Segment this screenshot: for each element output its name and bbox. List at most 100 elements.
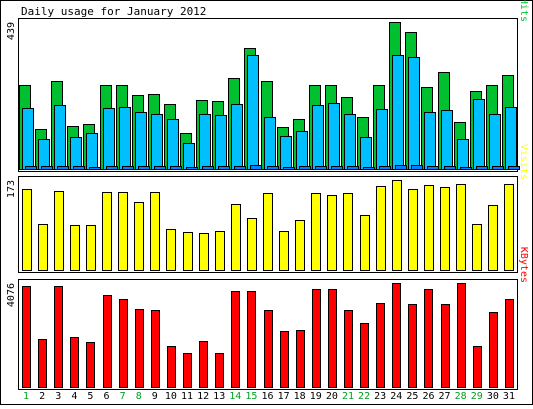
side-label-part: KBytes [518, 247, 529, 283]
bar-visits-visits-day-16 [263, 193, 273, 271]
bar-kbytes-kbytes-day-11 [183, 353, 192, 388]
bar-hits-pages-day-21 [347, 166, 359, 170]
bar-hits-pages-day-29 [476, 166, 488, 170]
bar-visits-visits-day-3 [54, 191, 64, 271]
bar-kbytes-kbytes-day-5 [86, 342, 95, 388]
bar-kbytes-kbytes-day-20 [328, 289, 337, 388]
panel-visits: 173 Visits [6, 144, 529, 273]
bar-hits-pages-day-20 [331, 166, 343, 170]
bar-kbytes-kbytes-day-10 [167, 346, 176, 388]
bar-kbytes-kbytes-day-31 [505, 299, 514, 388]
bar-kbytes-kbytes-day-1 [22, 286, 31, 388]
panel-visits-ymax-label: 173 [6, 180, 17, 198]
bar-visits-visits-day-17 [279, 231, 289, 271]
bar-kbytes-kbytes-day-2 [38, 339, 47, 388]
x-label-day-19: 19 [310, 391, 322, 402]
bar-visits-visits-day-15 [247, 218, 257, 271]
bar-kbytes-kbytes-day-18 [296, 330, 305, 388]
x-label-day-8: 8 [136, 391, 142, 402]
bar-hits-files-day-26 [424, 112, 436, 170]
bar-hits-pages-day-2 [41, 166, 53, 170]
bar-hits-pages-day-31 [508, 166, 520, 170]
bar-hits-files-day-4 [70, 137, 82, 170]
bar-visits-visits-day-11 [183, 232, 193, 271]
bar-hits-files-day-13 [215, 115, 227, 170]
bar-hits-files-day-11 [183, 143, 195, 170]
bar-visits-visits-day-21 [343, 193, 353, 271]
bar-hits-files-day-5 [86, 133, 98, 170]
x-label-day-21: 21 [342, 391, 354, 402]
bar-hits-files-day-16 [264, 117, 276, 170]
bar-hits-files-day-2 [38, 139, 50, 170]
bar-visits-visits-day-20 [327, 195, 337, 271]
bar-visits-visits-day-6 [102, 192, 112, 271]
bar-visits-visits-day-28 [456, 184, 466, 271]
x-label-day-1: 1 [23, 391, 29, 402]
bar-hits-pages-day-5 [89, 167, 101, 170]
bar-kbytes-kbytes-day-27 [441, 304, 450, 388]
bar-kbytes-kbytes-day-13 [215, 353, 224, 388]
bar-hits-files-day-6 [103, 108, 115, 170]
bar-hits-files-day-23 [376, 109, 388, 170]
x-label-day-30: 30 [487, 391, 499, 402]
panel-hits-ymax-label: 439 [6, 22, 17, 40]
side-label-part: Visits [518, 144, 529, 180]
x-label-day-7: 7 [120, 391, 126, 402]
chart-title: Daily usage for January 2012 [21, 5, 206, 18]
chart-panels: 439 Pages/Files/Hits 173 Visits 4076 KBytes [6, 0, 529, 390]
bar-visits-visits-day-23 [376, 186, 386, 271]
bar-hits-pages-day-10 [170, 166, 182, 170]
bar-hits-files-day-27 [441, 110, 453, 170]
bar-kbytes-kbytes-day-22 [360, 323, 369, 388]
bar-hits-files-day-24 [392, 55, 404, 170]
bar-hits-files-day-8 [135, 112, 147, 170]
bar-visits-visits-day-1 [22, 189, 32, 271]
bar-hits-pages-day-22 [363, 167, 375, 170]
x-label-day-28: 28 [455, 391, 467, 402]
bar-kbytes-kbytes-day-21 [344, 310, 353, 388]
bar-visits-visits-day-9 [150, 192, 160, 271]
bar-hits-files-day-9 [151, 114, 163, 170]
bar-visits-visits-day-25 [408, 189, 418, 271]
x-label-day-18: 18 [294, 391, 306, 402]
bar-hits-files-day-22 [360, 137, 372, 170]
bar-kbytes-kbytes-day-12 [199, 341, 208, 388]
bar-kbytes-kbytes-day-23 [376, 303, 385, 388]
x-label-day-22: 22 [358, 391, 370, 402]
panel-kbytes: 4076 KBytes [6, 247, 529, 390]
bar-kbytes-kbytes-day-7 [119, 299, 128, 388]
bar-visits-visits-day-7 [118, 192, 128, 271]
bar-hits-pages-day-18 [299, 166, 311, 170]
bar-visits-visits-day-24 [392, 180, 402, 271]
x-label-day-6: 6 [104, 391, 110, 402]
bar-hits-pages-day-6 [106, 166, 118, 170]
x-label-day-29: 29 [471, 391, 483, 402]
x-label-day-5: 5 [87, 391, 93, 402]
bar-hits-pages-day-27 [444, 166, 456, 170]
bar-hits-pages-day-25 [411, 165, 423, 170]
bar-visits-visits-day-22 [360, 215, 370, 271]
bar-hits-pages-day-8 [138, 166, 150, 170]
bar-visits-visits-day-4 [70, 225, 80, 271]
bar-visits-visits-day-5 [86, 225, 96, 271]
bar-hits-files-day-12 [199, 114, 211, 170]
bar-hits-files-day-7 [119, 107, 131, 170]
panel-hits: 439 Pages/Files/Hits [6, 0, 529, 172]
bar-hits-pages-day-11 [186, 167, 198, 170]
bar-hits-pages-day-9 [154, 166, 166, 170]
panel-hits-side-label: Pages/Files/Hits [518, 0, 529, 22]
bar-hits-pages-day-28 [460, 167, 472, 170]
x-label-day-26: 26 [422, 391, 434, 402]
bar-kbytes-kbytes-day-29 [473, 346, 482, 388]
bar-hits-pages-day-17 [283, 167, 295, 170]
bar-hits-pages-day-1 [25, 166, 37, 170]
bar-visits-visits-day-13 [215, 231, 225, 271]
bar-visits-visits-day-19 [311, 193, 321, 271]
bar-visits-visits-day-12 [199, 233, 209, 271]
bar-kbytes-kbytes-day-4 [70, 337, 79, 388]
panel-kbytes-side-label: KBytes [518, 247, 529, 283]
bar-hits-files-day-14 [231, 104, 243, 170]
bar-hits-files-day-20 [328, 103, 340, 170]
panel-kbytes-ymax-label: 4076 [6, 283, 17, 307]
